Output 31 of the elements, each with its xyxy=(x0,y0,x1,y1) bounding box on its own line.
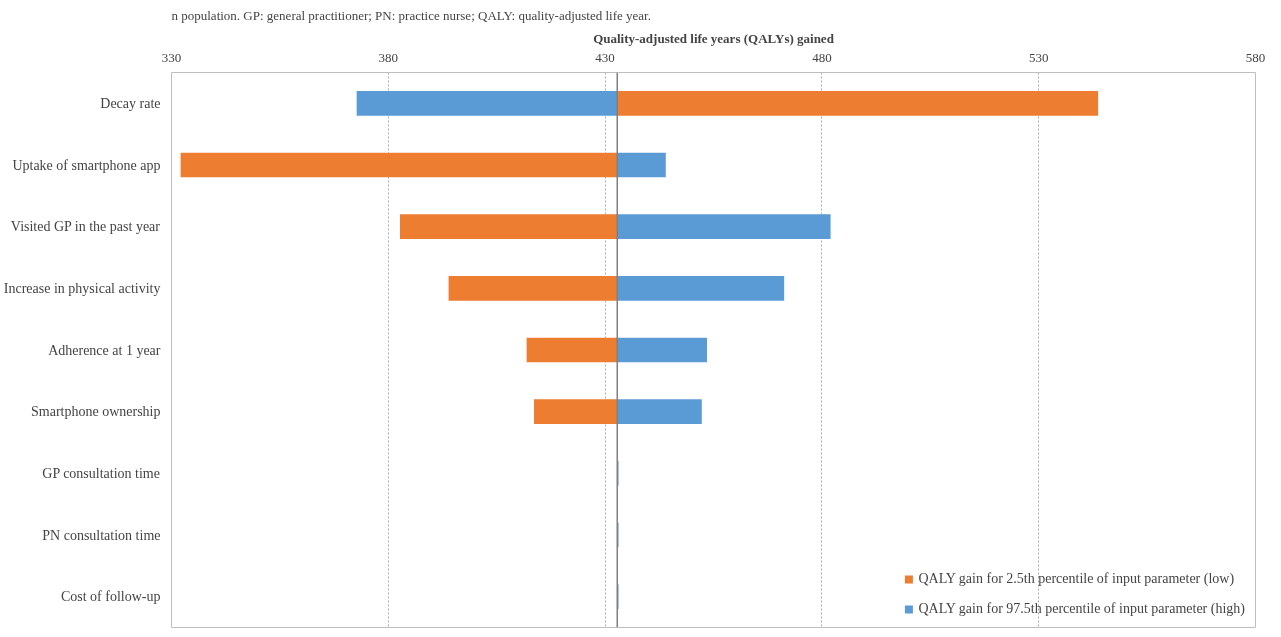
y-tick-label: Cost of follow-up xyxy=(60,589,161,605)
legend-label: QALY gain for 97.5th percentile of input parameter (high) xyxy=(918,601,1245,617)
legend-label: QALY gain for 2.5th percentile of input parameter (low) xyxy=(918,571,1235,587)
y-tick-label: Smartphone ownership xyxy=(31,404,161,420)
bar xyxy=(617,276,785,301)
x-tick-label: 380 xyxy=(378,49,399,65)
x-axis-title: Quality-adjusted life years (QALYs) gained xyxy=(593,30,835,46)
x-tick-label: 430 xyxy=(595,49,615,65)
bar xyxy=(400,214,618,239)
bar xyxy=(448,276,618,301)
x-tick-label: 580 xyxy=(1245,49,1266,65)
bar xyxy=(356,91,618,116)
bar xyxy=(180,152,618,178)
y-tick-label: GP consultation time xyxy=(42,465,160,481)
x-tick-label: 480 xyxy=(812,49,832,65)
bar xyxy=(617,337,707,363)
bar xyxy=(617,214,831,239)
y-tick-label: Adherence at 1 year xyxy=(48,342,161,358)
y-tick-label: PN consultation time xyxy=(42,527,161,543)
bar xyxy=(533,399,618,424)
x-tick-label: 530 xyxy=(1028,49,1049,65)
x-tick-label: 330 xyxy=(161,49,182,65)
y-tick-label: Decay rate xyxy=(100,95,161,111)
bar xyxy=(617,91,1099,116)
text: n population. GP: general practitioner; PN: practice nurse; QALY: quality-adjusted life year. xyxy=(171,7,651,23)
y-tick-label: Visited GP in the past year xyxy=(10,219,161,235)
bar xyxy=(617,399,702,424)
y-tick-label: Uptake of smartphone app xyxy=(12,157,161,173)
bar xyxy=(526,337,618,363)
y-tick-label: Increase in physical activity xyxy=(3,280,161,296)
bar xyxy=(617,152,666,178)
